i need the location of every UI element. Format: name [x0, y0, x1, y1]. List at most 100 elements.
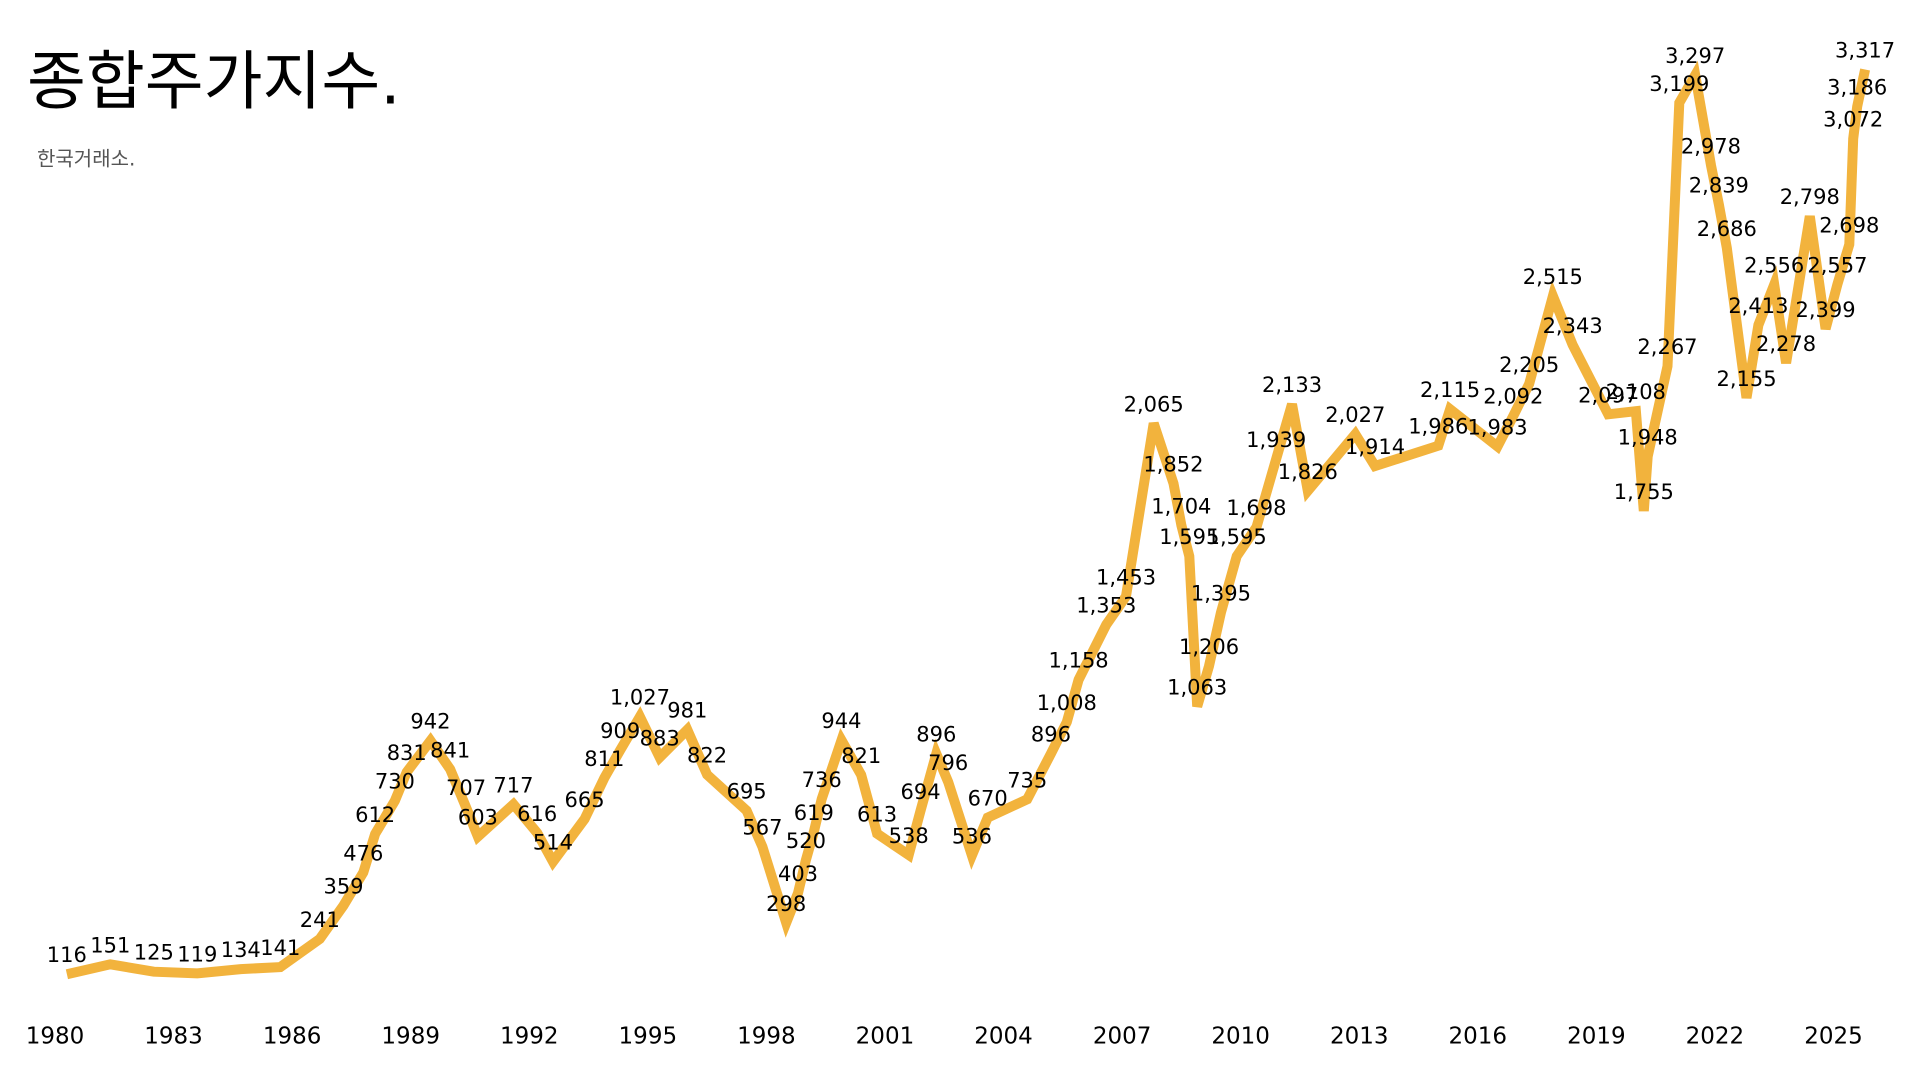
data-label: 665	[565, 788, 605, 812]
data-label: 3,072	[1823, 108, 1883, 132]
data-label: 1,027	[610, 686, 670, 710]
data-label: 520	[786, 829, 826, 853]
x-tick-label: 2013	[1330, 1024, 1389, 1050]
data-label: 811	[584, 747, 624, 771]
x-tick-label: 2007	[1093, 1024, 1152, 1050]
data-label: 1,395	[1191, 582, 1251, 606]
data-label: 822	[687, 744, 727, 768]
data-label: 2,133	[1262, 373, 1322, 397]
chart-subtitle: 한국거래소.	[37, 147, 135, 171]
data-label: 119	[177, 942, 217, 966]
data-label: 944	[821, 709, 861, 733]
data-label: 2,343	[1543, 314, 1603, 338]
data-line	[65, 60, 1870, 980]
x-tick-label: 2016	[1449, 1024, 1508, 1050]
data-label: 619	[794, 801, 834, 825]
data-label: 2,092	[1483, 385, 1543, 409]
data-label: 612	[355, 803, 395, 827]
data-label: 2,698	[1819, 213, 1879, 237]
data-label: 695	[727, 780, 767, 804]
data-label: 736	[802, 768, 842, 792]
data-label: 514	[533, 831, 573, 855]
data-label: 2,267	[1637, 335, 1697, 359]
data-label: 1,595	[1207, 525, 1267, 549]
data-label: 841	[430, 738, 470, 762]
data-label: 821	[841, 744, 881, 768]
x-tick-label: 2025	[1804, 1024, 1863, 1050]
data-label: 2,027	[1325, 403, 1385, 427]
data-label: 1,595	[1159, 525, 1219, 549]
data-label: 942	[410, 710, 450, 734]
data-label: 2,399	[1796, 298, 1856, 322]
data-label: 1,948	[1618, 425, 1678, 449]
data-label: 1,698	[1226, 496, 1286, 520]
data-label: 717	[493, 773, 533, 797]
data-label: 241	[300, 908, 340, 932]
data-label: 476	[343, 841, 383, 865]
data-label: 2,065	[1124, 392, 1184, 416]
data-label: 2,686	[1697, 217, 1757, 241]
x-tick-label: 2010	[1211, 1024, 1270, 1050]
data-label: 141	[260, 936, 300, 960]
data-label: 1,063	[1167, 676, 1227, 700]
data-label: 796	[928, 751, 968, 775]
data-label: 1,206	[1179, 635, 1239, 659]
data-label: 538	[889, 824, 929, 848]
x-tick-label: 2019	[1567, 1024, 1626, 1050]
x-tick-label: 1995	[619, 1024, 678, 1050]
data-label: 670	[968, 787, 1008, 811]
data-label: 2,515	[1523, 265, 1583, 289]
x-tick-label: 1989	[381, 1024, 440, 1050]
data-label: 909	[600, 719, 640, 743]
data-label: 613	[857, 803, 897, 827]
data-label: 2,798	[1780, 185, 1840, 209]
data-label: 2,556	[1744, 254, 1804, 278]
data-label: 359	[323, 875, 363, 899]
data-label: 1,852	[1143, 453, 1203, 477]
data-label: 2,205	[1499, 353, 1559, 377]
data-label: 1,704	[1151, 494, 1211, 518]
data-label: 3,186	[1827, 75, 1887, 99]
data-label: 2,413	[1728, 294, 1788, 318]
data-label: 116	[47, 943, 87, 967]
data-label: 403	[778, 862, 818, 886]
x-tick-label: 1980	[26, 1024, 85, 1050]
data-label: 1,939	[1246, 428, 1306, 452]
data-label: 536	[952, 825, 992, 849]
x-tick-label: 1992	[500, 1024, 559, 1050]
data-label: 1,826	[1278, 460, 1338, 484]
data-label: 1,914	[1345, 435, 1405, 459]
data-label: 3,297	[1665, 44, 1725, 68]
data-label: 2,278	[1756, 332, 1816, 356]
data-label: 1,983	[1467, 416, 1527, 440]
data-label: 2,557	[1807, 253, 1867, 277]
data-label: 1,008	[1037, 691, 1097, 715]
data-label: 1,755	[1614, 480, 1674, 504]
data-label: 1,986	[1408, 415, 1468, 439]
x-tick-label: 1998	[737, 1024, 796, 1050]
x-tick-label: 2001	[856, 1024, 915, 1050]
data-label: 694	[900, 780, 940, 804]
data-label: 730	[375, 770, 415, 794]
x-tick-label: 2022	[1686, 1024, 1745, 1050]
data-label: 896	[1031, 723, 1071, 747]
data-label: 735	[1007, 768, 1047, 792]
data-label: 2,108	[1606, 380, 1666, 404]
data-label: 831	[387, 741, 427, 765]
data-label: 896	[916, 723, 956, 747]
data-label: 616	[517, 802, 557, 826]
data-label: 2,097	[1578, 383, 1638, 407]
data-label: 1,453	[1096, 565, 1156, 589]
data-label: 1,158	[1049, 649, 1109, 673]
data-label: 2,155	[1716, 367, 1776, 391]
data-label: 981	[667, 699, 707, 723]
data-label: 1,353	[1076, 594, 1136, 618]
data-label: 603	[458, 806, 498, 830]
x-tick-label: 1983	[144, 1024, 203, 1050]
chart-title: 종합주가지수.	[27, 46, 401, 120]
data-label: 151	[90, 933, 130, 957]
data-label: 134	[221, 938, 261, 962]
data-label: 3,199	[1649, 72, 1709, 96]
data-label: 707	[446, 776, 486, 800]
